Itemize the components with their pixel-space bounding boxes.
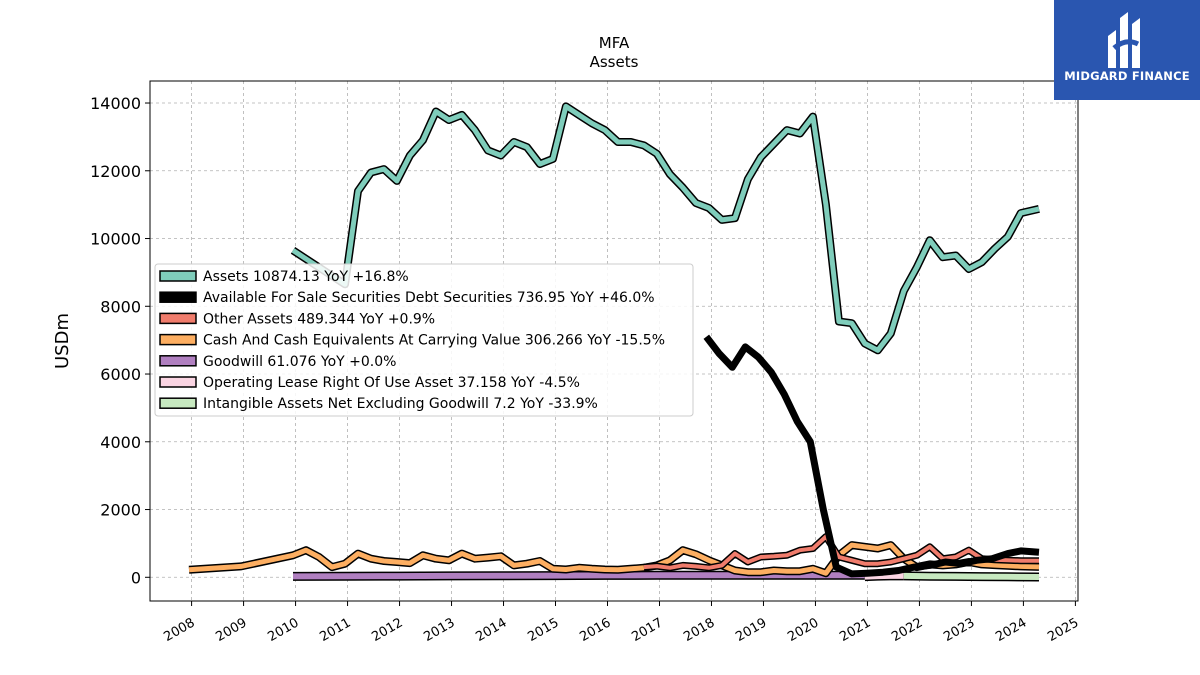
series-line — [292, 572, 865, 580]
legend-entry: Assets 10874.13 YoY +16.8% — [203, 269, 409, 285]
x-tick-label: 2023 — [941, 615, 977, 645]
series-lines — [188, 102, 1040, 582]
y-tick-label: 14000 — [90, 94, 141, 113]
series-line — [291, 103, 1040, 353]
x-tick-label: 2009 — [213, 615, 249, 645]
x-tick-label: 2021 — [837, 615, 873, 645]
x-tick-label: 2017 — [629, 615, 665, 645]
x-tick-label: 2020 — [785, 615, 821, 645]
legend-swatch — [159, 376, 197, 388]
x-ticks: 2008 2009 2010 2011 2012 2013 2014 2015 2016 2017… — [161, 601, 1081, 645]
legend-entry: Operating Lease Right Of Use Asset 37.15… — [203, 375, 580, 391]
x-tick-label: 2008 — [161, 615, 197, 645]
x-tick-label: 2015 — [525, 615, 561, 645]
series-assets — [290, 102, 1040, 355]
legend-entry: Cash And Cash Equivalents At Carrying Va… — [203, 333, 665, 349]
x-tick-label: 2014 — [473, 615, 509, 645]
legend-entry: Other Assets 489.344 YoY +0.9% — [203, 311, 435, 327]
brand-logo: MIDGARD FINANCE — [1054, 0, 1200, 100]
series-line — [703, 334, 1040, 578]
legend-swatch — [159, 397, 197, 409]
legend-swatch — [159, 291, 197, 303]
legend-entry: Available For Sale Securities Debt Secur… — [203, 290, 655, 306]
chart-subtitle: Assets — [590, 53, 639, 71]
series-other-assets — [643, 533, 1039, 572]
y-tick-label: 4000 — [100, 433, 141, 452]
x-tick-label: 2011 — [317, 615, 353, 645]
series-intangible-assets-net-excluding-goodwill — [903, 571, 1040, 582]
logo-text: MIDGARD FINANCE — [1064, 69, 1190, 83]
legend-entry: Goodwill 61.076 YoY +0.0% — [203, 354, 396, 370]
x-tick-label: 2019 — [733, 615, 769, 645]
y-ticks: 0 2000 4000 6000 8000 10000 12000 14000 — [90, 94, 150, 587]
legend-swatch — [159, 270, 197, 282]
series-line — [903, 572, 1040, 580]
x-tick-label: 2010 — [265, 615, 301, 645]
y-tick-label: 10000 — [90, 230, 141, 249]
y-tick-label: 12000 — [90, 162, 141, 181]
x-tick-label: 2024 — [993, 615, 1029, 645]
x-tick-label: 2025 — [1045, 615, 1081, 645]
chart-title: MFA — [599, 34, 630, 52]
x-tick-label: 2013 — [421, 615, 457, 645]
legend-swatch — [159, 333, 197, 346]
x-tick-label: 2016 — [577, 615, 613, 645]
series-goodwill — [292, 570, 865, 581]
series-line — [643, 534, 1039, 570]
legend-swatch — [159, 312, 197, 325]
y-tick-label: 2000 — [100, 501, 141, 520]
y-axis-label: USDm — [52, 313, 73, 369]
y-tick-label: 8000 — [100, 297, 141, 316]
plot-frame — [149, 80, 1079, 602]
legend: Assets 10874.13 YoY +16.8% Available For … — [154, 263, 694, 417]
legend-box — [154, 263, 694, 417]
x-tick-label: 2012 — [369, 615, 405, 645]
legend-swatch — [159, 355, 197, 367]
x-tick-label: 2022 — [889, 615, 925, 645]
x-tick-label: 2018 — [681, 615, 717, 645]
y-tick-label: 6000 — [100, 365, 141, 384]
y-tick-label: 0 — [131, 568, 141, 587]
legend-entry: Intangible Assets Net Excluding Goodwill… — [203, 396, 598, 412]
logo-mark-icon — [1108, 12, 1140, 68]
series-available-for-sale-securities-debt-securities — [703, 334, 1040, 578]
